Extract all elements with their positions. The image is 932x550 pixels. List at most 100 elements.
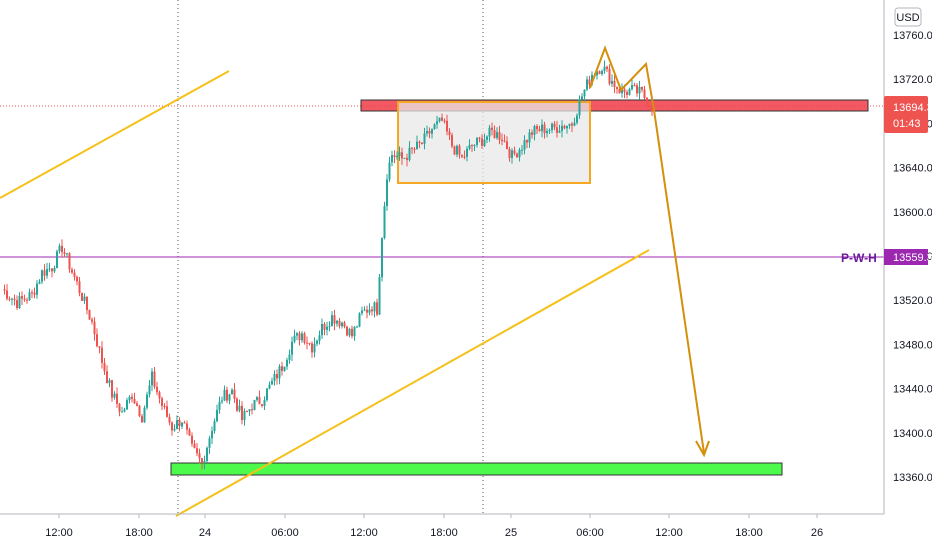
candle-body xyxy=(596,71,598,76)
candle-body xyxy=(183,422,186,424)
candle-body xyxy=(26,299,28,301)
candle-body xyxy=(376,302,378,315)
candle-body xyxy=(81,292,83,301)
candle-body xyxy=(453,146,456,155)
candle-body xyxy=(336,320,338,324)
candle-body xyxy=(338,320,341,327)
candle-body xyxy=(408,147,411,160)
upper-trendline[interactable] xyxy=(0,70,230,199)
candle-body xyxy=(211,431,213,439)
candle-body xyxy=(638,86,641,94)
candle-body xyxy=(446,120,448,132)
candle-body xyxy=(343,322,346,327)
candle-body xyxy=(71,269,73,273)
candle-body xyxy=(636,85,638,94)
candle-body xyxy=(568,123,571,126)
candle-body xyxy=(323,323,326,330)
candle-body xyxy=(121,411,123,413)
candle-body xyxy=(311,343,313,353)
candle-body xyxy=(136,403,138,406)
candle-body xyxy=(608,69,611,84)
candle-body xyxy=(421,142,423,144)
candle-body xyxy=(326,326,328,330)
candle-body xyxy=(226,389,228,401)
current-price-tag xyxy=(884,96,928,133)
candle-body xyxy=(383,206,386,239)
candle-body xyxy=(493,130,496,138)
y-tick-label: 13640.0 xyxy=(893,163,932,175)
lower-trendline[interactable] xyxy=(175,249,650,517)
candle-body xyxy=(253,399,256,411)
candle-body xyxy=(246,411,248,413)
candle-body xyxy=(101,347,103,363)
candle-body xyxy=(591,74,593,85)
candle-body xyxy=(176,420,178,429)
candle-body xyxy=(286,359,288,367)
candle-body xyxy=(303,333,306,343)
candle-body xyxy=(16,300,18,308)
candle-body xyxy=(193,443,196,449)
projection-arrow-line[interactable] xyxy=(653,109,705,454)
x-tick-label: 26 xyxy=(811,527,823,539)
candle-body xyxy=(171,422,173,431)
candle-body xyxy=(146,394,148,408)
x-tick-label: 18:00 xyxy=(430,527,458,539)
candle-body xyxy=(218,401,221,410)
candle-body xyxy=(241,405,243,421)
candle-body xyxy=(278,366,281,379)
candle-body xyxy=(148,385,151,395)
currency-badge[interactable] xyxy=(894,7,922,27)
candle-body xyxy=(73,272,76,277)
candle-body xyxy=(448,131,451,136)
candle-body xyxy=(523,140,526,150)
candle-body xyxy=(133,398,136,404)
candle-body xyxy=(531,132,533,135)
double-top-pattern[interactable] xyxy=(589,45,655,111)
candle-body xyxy=(443,120,446,122)
candle-body xyxy=(56,251,58,269)
candle-body xyxy=(83,296,86,301)
candle-body xyxy=(93,321,96,335)
candle-body xyxy=(221,400,223,402)
time-axis[interactable]: 12:00 18:00 24 06:00 12:00 18:00 25 06:00 12:00 1… xyxy=(45,514,823,539)
x-tick-label: 25 xyxy=(505,527,517,539)
candle-body xyxy=(498,132,501,140)
candle-body xyxy=(451,135,453,147)
projection-arrow-head xyxy=(695,440,710,458)
x-tick-label: 24 xyxy=(199,527,211,539)
candle-body xyxy=(403,157,406,159)
candle-body xyxy=(201,458,203,464)
candle-body xyxy=(541,124,543,132)
candle-body xyxy=(543,124,546,134)
candle-body xyxy=(573,122,576,126)
candle-body xyxy=(546,130,548,134)
candle-body xyxy=(18,296,21,308)
candle-body xyxy=(261,404,263,406)
candle-body xyxy=(578,99,581,116)
candle-body xyxy=(406,157,408,160)
currency-label: USD xyxy=(896,12,919,24)
candle-body xyxy=(236,398,238,411)
y-tick-label: 13760.0 xyxy=(893,30,932,42)
candle-body xyxy=(76,276,78,282)
candle-body xyxy=(61,245,63,253)
candle-body xyxy=(248,409,251,412)
candle-body xyxy=(401,152,403,159)
x-tick-label: 12:00 xyxy=(655,527,683,539)
candle-body xyxy=(138,405,141,417)
candle-body xyxy=(613,80,616,88)
candle-body xyxy=(288,354,291,360)
candle-body xyxy=(583,89,586,97)
y-tick-label: 13480.0 xyxy=(893,339,932,351)
candle-body xyxy=(196,448,198,454)
candle-body xyxy=(428,130,431,134)
candle-body xyxy=(111,380,113,398)
candle-body xyxy=(503,140,506,142)
candle-body xyxy=(36,283,38,295)
candle-body xyxy=(441,117,443,121)
candle-body xyxy=(368,309,371,313)
candle-body xyxy=(161,398,163,406)
candle-body xyxy=(643,89,646,99)
candle-body xyxy=(538,129,541,132)
